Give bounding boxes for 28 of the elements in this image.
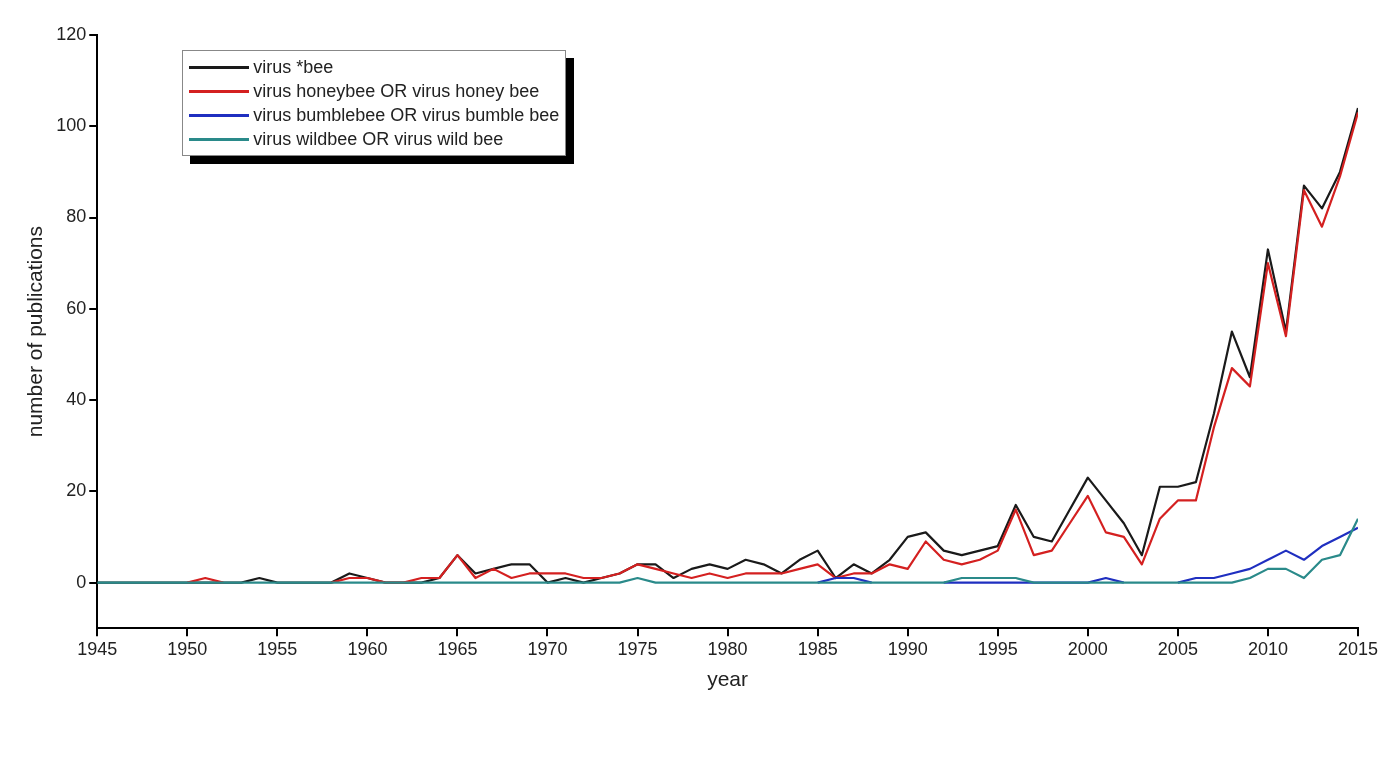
x-tick-label: 1950 [167, 638, 208, 659]
x-tick-label: 1965 [437, 638, 478, 659]
x-tick-label: 1975 [617, 638, 658, 659]
y-tick-label: 60 [66, 297, 87, 318]
y-tick-label: 100 [56, 115, 87, 136]
y-tick-label: 80 [66, 206, 87, 227]
y-tick-label: 0 [76, 571, 87, 592]
x-axis-title: year [707, 667, 749, 691]
x-tick-label: 1955 [257, 638, 298, 659]
y-axis-title: number of publications [23, 225, 47, 438]
legend-label: virus bumblebee OR virus bumble bee [253, 104, 560, 126]
x-tick-label: 1945 [77, 638, 118, 659]
y-tick-label: 120 [56, 23, 87, 44]
x-tick-label: 1995 [977, 638, 1018, 659]
legend-label: virus *bee [253, 56, 334, 78]
x-tick-label: 2010 [1247, 638, 1288, 659]
x-tick-label: 2000 [1067, 638, 1108, 659]
x-tick-label: 1970 [527, 638, 568, 659]
x-tick-label: 2005 [1157, 638, 1198, 659]
x-tick-label: 1990 [887, 638, 928, 659]
x-tick-label: 1985 [797, 638, 838, 659]
x-tick-label: 1960 [347, 638, 388, 659]
legend-label: virus wildbee OR virus wild bee [253, 128, 504, 150]
y-tick-label: 20 [66, 480, 87, 501]
x-tick-label: 1980 [707, 638, 748, 659]
y-tick-label: 40 [66, 389, 87, 410]
legend-label: virus honeybee OR virus honey bee [253, 80, 540, 102]
x-tick-label: 2015 [1337, 638, 1378, 659]
